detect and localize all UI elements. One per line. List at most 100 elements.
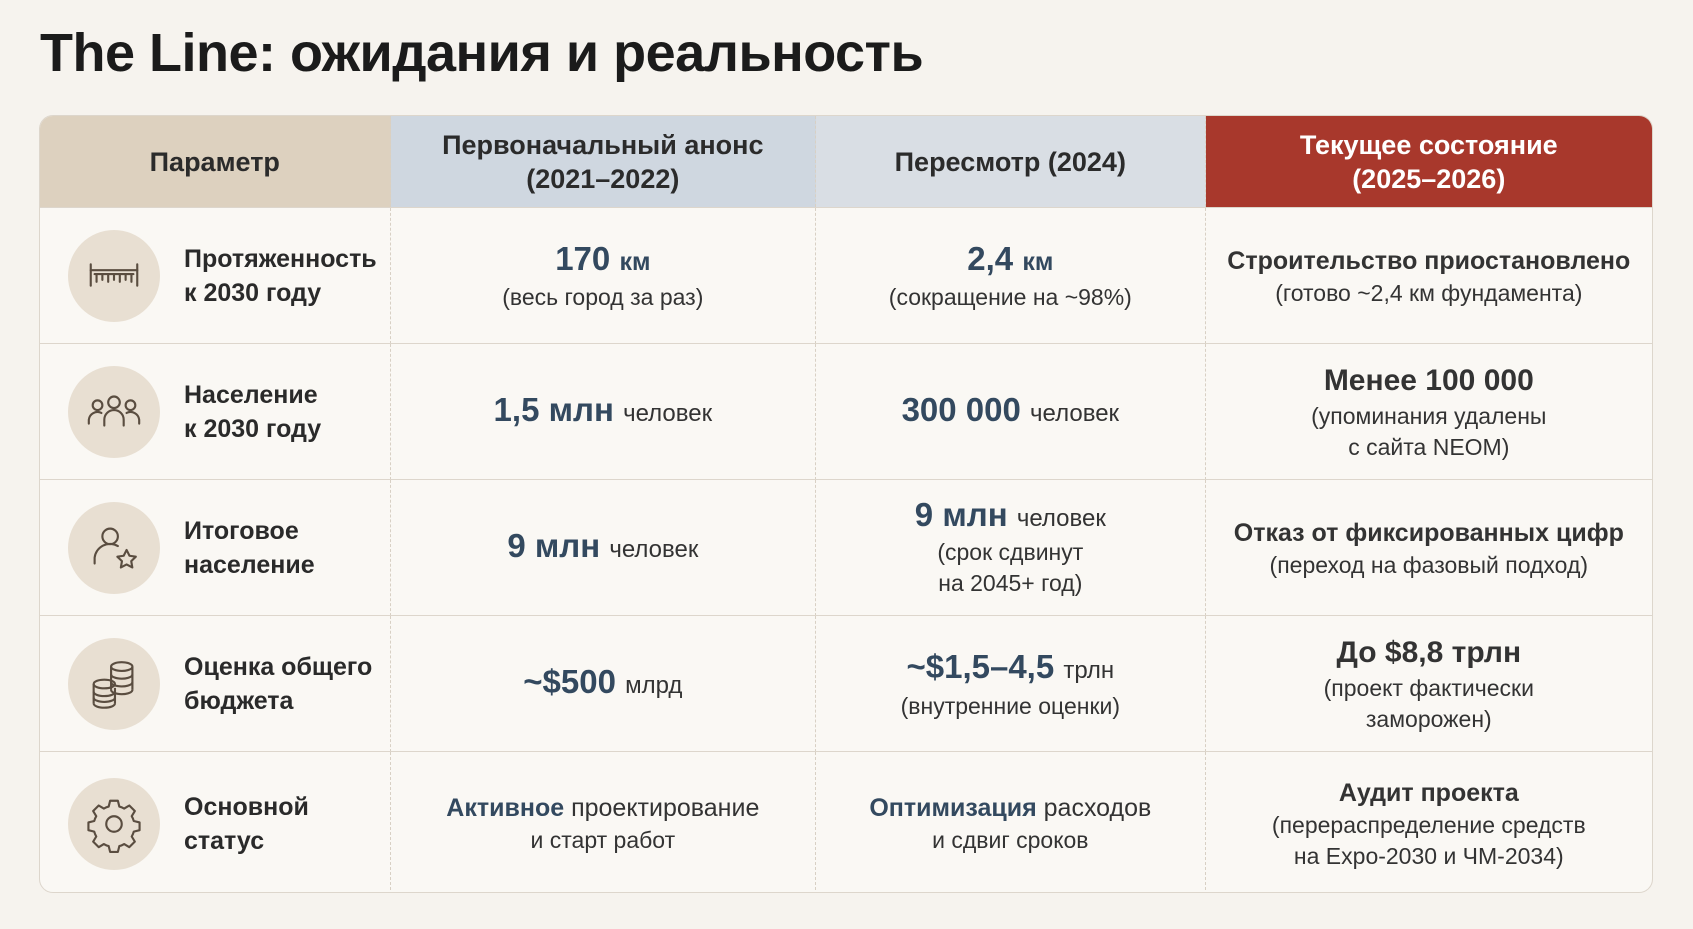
param-label-line: Протяженность xyxy=(184,245,377,273)
note: и старт работ xyxy=(530,827,676,853)
param-label: Оценка общего бюджета xyxy=(184,650,384,718)
header-param: Параметр xyxy=(40,116,391,207)
param-label-line: Основной xyxy=(184,792,309,821)
param-cell: Итоговое население xyxy=(40,480,391,616)
value: 9 млн xyxy=(507,527,601,564)
param-cell: Население к 2030 году xyxy=(40,344,391,480)
page-title: The Line: ожидания и реальность xyxy=(40,23,924,83)
revision-cell: ~$1,5–4,5 трлн (внутренние оценки) xyxy=(816,616,1206,752)
param-cell: Оценка общего бюджета xyxy=(40,616,391,752)
header-initial-label: Первоначальный анонс xyxy=(442,129,764,160)
note: (сокращение на ~98%) xyxy=(888,284,1132,310)
comparison-table: Параметр Первоначальный анонс (2021–2022… xyxy=(39,115,1653,893)
value: 170 xyxy=(555,240,611,277)
revision-cell: Оптимизация расходов и сдвиг сроков xyxy=(816,752,1206,892)
current-headline: Строительство приостановлено xyxy=(1227,246,1631,275)
note: (готово ~2,4 км фундамента) xyxy=(1275,279,1583,306)
param-label-line: Оценка общего xyxy=(184,653,373,681)
param-label: Население к 2030 году xyxy=(184,378,384,446)
note: (перераспределение средств xyxy=(1271,811,1586,838)
current-headline: Менее 100 000 xyxy=(1323,364,1534,397)
initial-cell: Активное проектирование и старт работ xyxy=(391,752,817,892)
value: ~$1,5–4,5 xyxy=(906,647,1055,685)
header-current: Текущее состояние (2025–2026) xyxy=(1205,116,1652,207)
param-label-line: к 2030 году xyxy=(184,279,322,307)
gear-icon xyxy=(68,777,160,870)
header-revision: Пересмотр (2024) xyxy=(816,116,1206,207)
value-unit: км xyxy=(619,248,651,276)
initial-cell: ~$500 млрд xyxy=(391,616,817,752)
coins-stack-icon xyxy=(68,638,160,730)
value: 9 млн xyxy=(914,496,1008,533)
param-label-line: к 2030 году xyxy=(184,415,322,443)
value-unit: человек xyxy=(1030,400,1120,427)
table-row: Основной статус Активное проектирование … xyxy=(40,751,1652,892)
value-unit: трлн xyxy=(1063,656,1115,684)
value: 1,5 млн xyxy=(493,391,614,428)
param-cell: Основной статус xyxy=(40,752,391,892)
status-keyword: Активное xyxy=(446,794,565,822)
revision-cell: 9 млн человек (срок сдвинут на 2045+ год… xyxy=(816,480,1206,616)
param-label-line: население xyxy=(184,551,315,579)
current-headline: Отказ от фиксированных цифр xyxy=(1233,518,1624,547)
current-cell: Отказ от фиксированных цифр (переход на … xyxy=(1206,480,1652,616)
note: с сайта NEOM) xyxy=(1348,434,1510,460)
revision-cell: 300 000 человек xyxy=(816,344,1206,480)
value-line: 1,5 млн человек xyxy=(494,390,713,434)
table-row: Население к 2030 году 1,5 млн человек 30… xyxy=(40,343,1652,480)
param-label-line: статус xyxy=(184,826,265,855)
param-label: Основной статус xyxy=(184,790,384,858)
current-cell: До $8,8 трлн (проект фактически замороже… xyxy=(1206,616,1652,752)
value-unit: млрд xyxy=(625,672,683,699)
table-row: Протяженность к 2030 году 170 км (весь г… xyxy=(40,207,1652,344)
value-line: 2,4 км xyxy=(967,239,1053,282)
note: на Expo-2030 и ЧМ-2034) xyxy=(1293,842,1564,869)
value-line: ~$500 млрд xyxy=(523,662,682,706)
header-current-years: (2025–2026) xyxy=(1352,163,1506,194)
header-initial-years: (2021–2022) xyxy=(526,163,680,194)
current-headline: До $8,8 трлн xyxy=(1336,636,1522,669)
value-line: 170 км xyxy=(555,239,650,282)
initial-cell: 1,5 млн человек xyxy=(391,344,817,480)
table-row: Итоговое население 9 млн человек 9 млн ч… xyxy=(40,479,1652,616)
initial-cell: 170 км (весь город за раз) xyxy=(391,208,817,344)
table-row: Оценка общего бюджета ~$500 млрд ~$1,5–4… xyxy=(40,615,1652,752)
note: (переход на фазовый подход) xyxy=(1269,551,1589,578)
person-star-icon xyxy=(68,502,160,594)
current-cell: Аудит проекта (перераспределение средств… xyxy=(1206,752,1652,892)
status-keyword: Оптимизация xyxy=(869,794,1037,822)
people-group-icon xyxy=(68,366,160,458)
param-label: Протяженность к 2030 году xyxy=(184,242,384,310)
value: 2,4 xyxy=(967,240,1014,277)
value-line: ~$1,5–4,5 трлн xyxy=(906,647,1114,691)
value-line: Активное проектирование xyxy=(446,791,759,825)
initial-cell: 9 млн человек xyxy=(391,480,817,616)
note: заморожен) xyxy=(1365,706,1492,732)
header-param-label: Параметр xyxy=(149,146,280,177)
table-header-row: Параметр Первоначальный анонс (2021–2022… xyxy=(40,116,1652,207)
header-revision-label: Пересмотр (2024) xyxy=(894,146,1126,177)
note: (упоминания удалены xyxy=(1311,403,1547,429)
current-cell: Менее 100 000 (упоминания удалены с сайт… xyxy=(1206,344,1652,480)
note: на 2045+ год) xyxy=(938,570,1083,596)
param-label-line: бюджета xyxy=(184,687,294,715)
value-line: 9 млн человек xyxy=(507,526,698,570)
value: ~$500 xyxy=(523,663,616,700)
ruler-length-icon xyxy=(68,230,160,322)
value-line: 9 млн человек xyxy=(915,497,1106,537)
param-label: Итоговое население xyxy=(184,514,384,582)
note: (весь город за раз) xyxy=(502,284,704,310)
header-initial: Первоначальный анонс (2021–2022) xyxy=(390,116,817,207)
param-label-line: Население xyxy=(184,381,318,409)
header-current-label: Текущее состояние xyxy=(1299,129,1558,160)
status-text: расходов xyxy=(1043,794,1152,822)
value-unit: человек xyxy=(1016,505,1106,532)
param-label-line: Итоговое xyxy=(184,517,299,545)
current-headline: Аудит проекта xyxy=(1338,778,1519,807)
value: 300 000 xyxy=(901,391,1021,428)
value-unit: человек xyxy=(623,400,713,427)
value-line: 300 000 человек xyxy=(902,390,1119,434)
note: (срок сдвинут xyxy=(937,539,1084,565)
note: (проект фактически xyxy=(1323,675,1534,701)
note: (внутренние оценки) xyxy=(900,692,1121,719)
